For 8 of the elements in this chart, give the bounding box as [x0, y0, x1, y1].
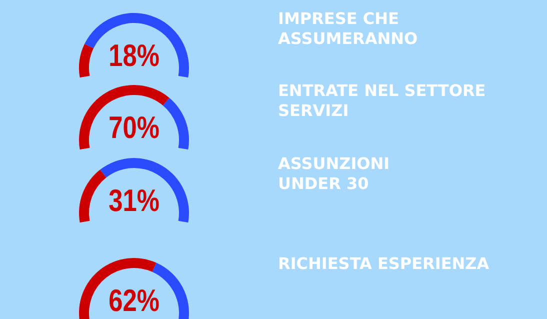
text: IMPRESE CHE ASSUMERANNO: [278, 9, 418, 48]
text: 62%: [108, 284, 160, 319]
text: RICHIESTA ESPERIENZA: [278, 254, 490, 273]
text: ENTRATE NEL SETTORE SERVIZI: [278, 81, 486, 120]
text: 31%: [108, 184, 160, 219]
text: 18%: [108, 38, 160, 74]
text: ASSUNZIONI UNDER 30: [278, 154, 390, 193]
text: 70%: [108, 110, 160, 146]
